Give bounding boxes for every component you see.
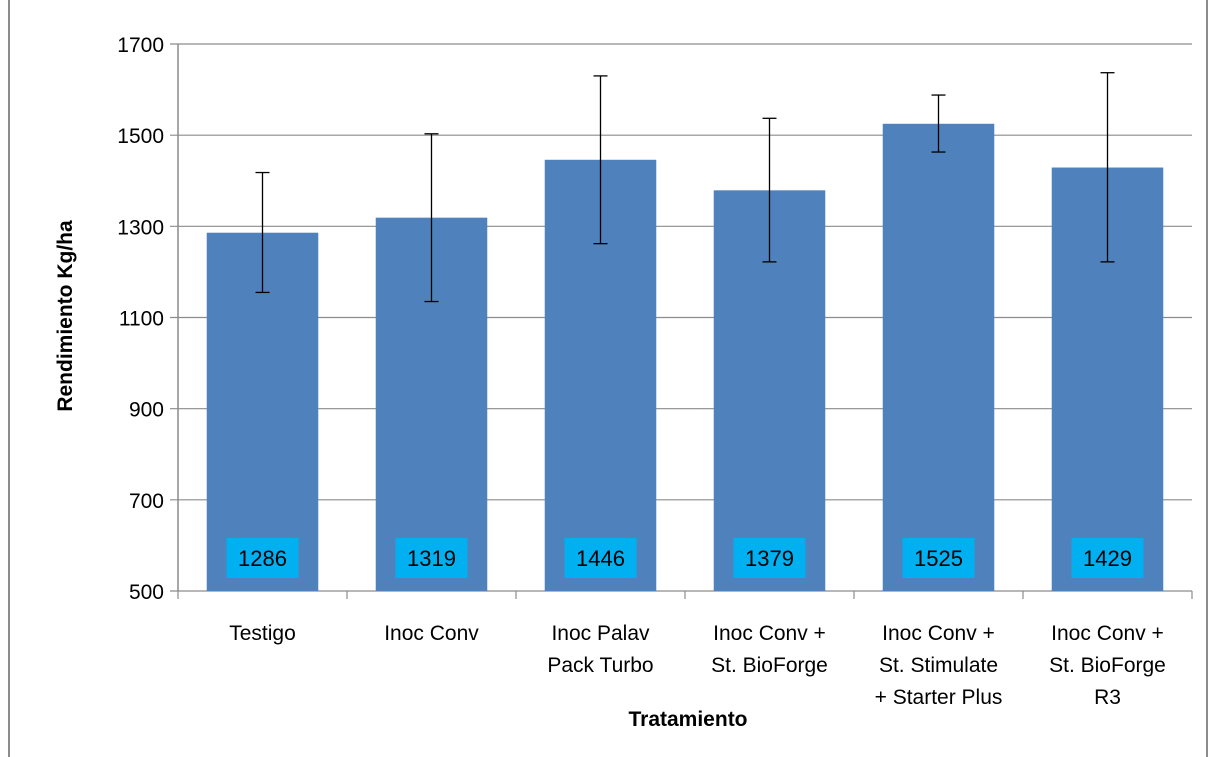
data-label: 1525	[902, 538, 975, 578]
y-tick-label: 500	[129, 581, 164, 604]
bar	[882, 123, 995, 591]
data-label-box	[1071, 538, 1144, 578]
x-tick-label-line: St. BioForge	[1049, 654, 1166, 677]
x-axis-title: Tratamiento	[628, 708, 747, 731]
data-label: 1379	[733, 538, 806, 578]
x-tick-label-line: + Starter Plus	[875, 686, 1003, 709]
y-tick-label: 700	[129, 490, 164, 513]
data-label: 1429	[1071, 538, 1144, 578]
data-label: 1446	[564, 538, 637, 578]
x-tick-label: Inoc Conv + St. BioForge R3	[1049, 622, 1166, 709]
data-label-text: 1379	[745, 546, 794, 571]
x-tick-label-line: R3	[1094, 686, 1121, 709]
data-labels: 1286 1319 1446 1379 1525 1429	[226, 538, 1144, 578]
y-tick-label: 1300	[117, 216, 164, 239]
x-tick-label-line: Pack Turbo	[547, 654, 653, 677]
x-tick-label-line: Inoc Conv +	[1051, 622, 1164, 645]
x-tick-label-line: St. Stimulate	[879, 654, 998, 677]
data-label-box	[226, 538, 299, 578]
x-tick-label-line: Inoc Conv +	[713, 622, 826, 645]
x-tick-label: Inoc Palav Pack Turbo	[547, 622, 653, 677]
data-label-box	[564, 538, 637, 578]
data-label-box	[902, 538, 975, 578]
gridlines	[170, 43, 1192, 592]
data-label-text: 1446	[576, 546, 625, 571]
y-tick-label: 1100	[119, 308, 164, 331]
y-tick-label: 1500	[117, 125, 164, 148]
x-tick-label: Testigo	[229, 622, 296, 645]
x-tick-label: Inoc Conv + St. BioForge	[711, 622, 828, 677]
x-tick-label-line: Inoc Palav	[551, 622, 650, 645]
data-label-text: 1286	[238, 546, 287, 571]
data-label-text: 1429	[1083, 546, 1132, 571]
x-tick-label-line: St. BioForge	[711, 654, 828, 677]
data-label: 1286	[226, 538, 299, 578]
x-tick-label-line: Inoc Conv +	[882, 622, 995, 645]
data-label-text: 1319	[407, 546, 456, 571]
data-label: 1319	[395, 538, 468, 578]
chart-frame	[8, 0, 1208, 757]
data-label-box	[733, 538, 806, 578]
x-tick-label-line: Testigo	[229, 622, 296, 645]
error-bars	[255, 72, 1115, 303]
y-axis-title: Rendimiento Kg/ha	[54, 220, 77, 412]
y-tick-label: 900	[129, 399, 164, 422]
axes: 500 700 900 1100 1300 1500 1700 Testigo Inoc Con…	[117, 34, 1193, 709]
data-label-text: 1525	[914, 546, 963, 571]
x-tick-label: Inoc Conv	[384, 622, 479, 645]
bars	[206, 123, 1164, 592]
x-tick-label: Inoc Conv + St. Stimulate + Starter Plus	[875, 622, 1003, 709]
data-label-box	[395, 538, 468, 578]
x-tick-label-line: Inoc Conv	[384, 622, 479, 645]
y-tick-label: 1700	[117, 34, 164, 57]
